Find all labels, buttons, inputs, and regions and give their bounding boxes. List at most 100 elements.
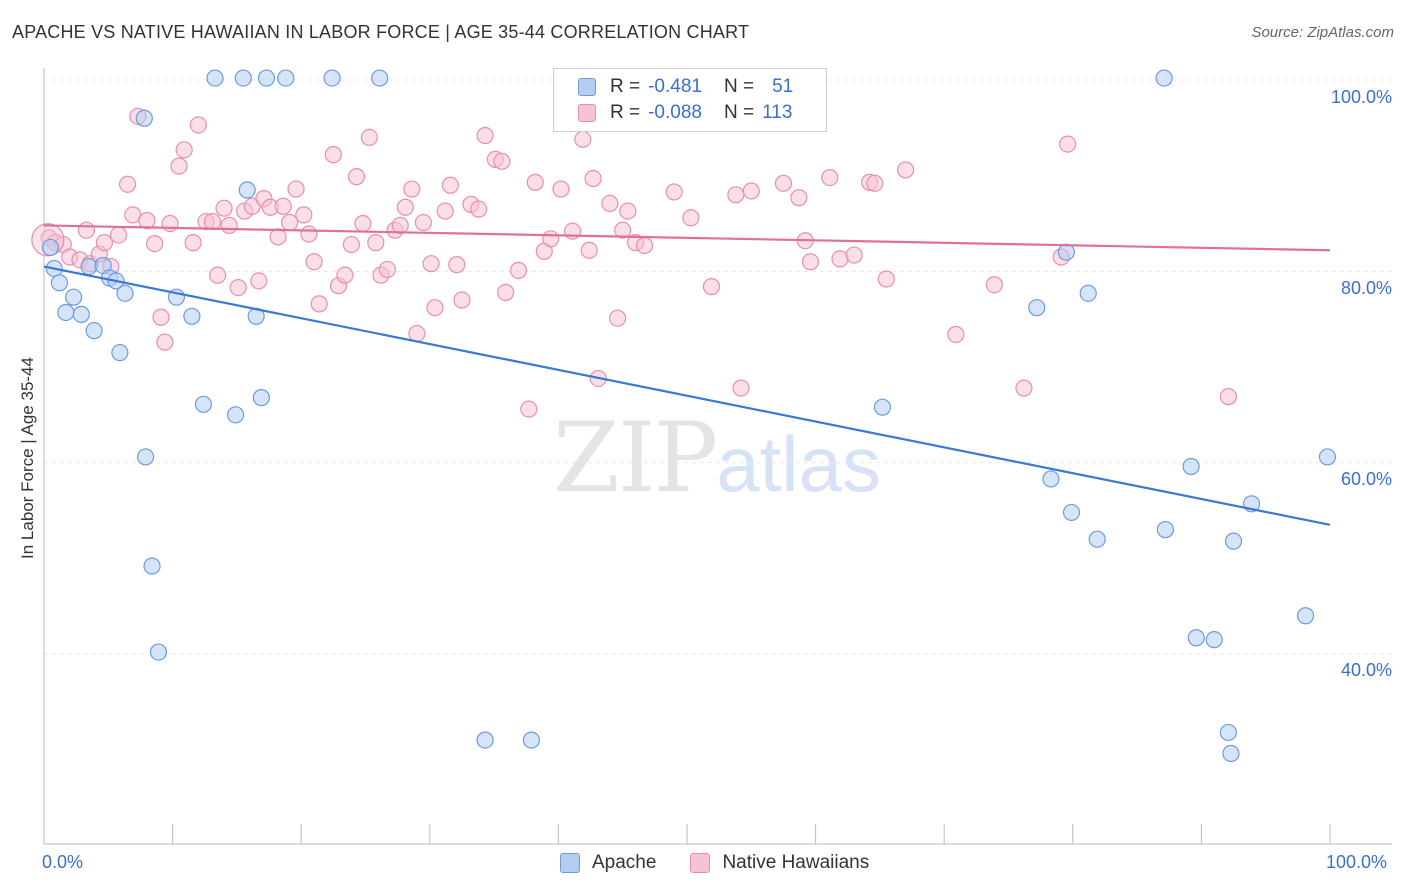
hawaiian-point-22 [189,116,207,134]
apache-point-14 [136,448,155,466]
hawaiian-point-51 [378,260,396,279]
hawaiian-point-11 [118,175,137,193]
apache-trend-line [43,265,1331,526]
apache-r-label: R = [610,76,641,97]
apache-point-13 [135,109,153,127]
series-legend: Apache Native Hawaiians [560,852,903,874]
apache-point-36 [1057,243,1075,261]
hawaiian-point-108 [1059,135,1077,153]
stats-legend: R = -0.481 N = 51 R = -0.088 N = 113 [553,68,827,132]
hawaiian-point-54 [396,198,414,216]
apache-points [41,69,1337,763]
apache-point-45 [1219,723,1238,742]
legend-row-hawaiian: R = -0.088 N = 113 [578,101,792,125]
hawaiian-point-60 [436,202,454,220]
hawaiian-point-88 [682,209,700,227]
watermark: ZIPatlas [553,402,881,514]
hawaiian-point-77 [574,130,592,148]
apache-point-39 [1088,530,1106,548]
apache-point-12 [116,284,134,302]
apache-point-3 [57,303,75,322]
apache-point-7 [85,322,103,340]
hawaiian-point-103 [897,161,915,179]
hawaiian-point-8 [95,234,114,252]
apache-n-value: 51 [772,76,794,97]
apache-point-31 [522,731,540,749]
hawaiian-point-68 [493,152,511,170]
apache-point-40 [1155,69,1173,87]
hawaiian-point-58 [422,255,440,273]
hawaiian-point-15 [145,234,164,253]
hawaiian-point-89 [702,278,721,296]
apache-point-27 [277,69,295,87]
apache-point-42 [1182,457,1200,476]
hawaiian-swatch [578,104,596,122]
apache-point-47 [1224,532,1243,550]
apache-r-value: -0.481 [648,76,702,97]
hawaiian-point-83 [614,221,632,239]
apache-point-2 [50,274,69,292]
native-hawaiians-points [31,68,1238,418]
hawaiian-point-105 [985,276,1003,294]
apache-point-5 [72,305,90,323]
hawaiian-point-94 [790,189,808,207]
hawaiian-point-62 [448,256,466,274]
hawaiian-point-24 [203,212,222,231]
hawaiian-point-56 [408,324,426,343]
apache-point-35 [1042,470,1060,488]
hawaiian-point-69 [497,283,515,301]
hawaiian-point-79 [584,169,602,188]
hawaiian-point-74 [542,230,560,248]
hawaiian-point-44 [336,266,354,284]
apache-point-22 [234,69,252,87]
hawaiian-point-14 [138,212,156,230]
hawaiian-point-99 [845,246,863,264]
apache-point-23 [238,181,256,199]
hawaiian-point-63 [453,291,471,309]
hawaiian-point-75 [552,180,570,198]
hawaiian-point-104 [947,325,965,344]
legend-hawaiian-swatch [690,853,711,873]
hawaiian-point-109 [1219,388,1238,406]
hawaiian-point-61 [441,176,459,194]
apache-point-29 [371,69,389,87]
hawaiian-point-41 [310,295,328,313]
hawaiian-point-38 [295,206,313,224]
legend-row-apache: R = -0.481 N = 51 [578,75,793,99]
hawaiian-r-value: -0.088 [648,102,702,123]
hawaiian-point-72 [526,173,544,191]
hawaiian-point-87 [665,183,683,201]
legend-apache-label: Apache [592,852,657,873]
hawaiian-point-18 [161,214,179,233]
hawaiian-point-40 [305,253,323,271]
hawaiian-point-42 [324,146,342,164]
apache-point-0 [41,238,60,257]
hawaiian-point-98 [831,250,849,268]
hawaiian-point-21 [184,234,202,252]
apache-point-16 [149,643,168,661]
hawaiian-point-20 [175,141,193,159]
hawaiian-point-47 [354,214,372,233]
apache-point-44 [1205,631,1223,649]
hawaiian-point-71 [520,400,538,418]
apache-swatch [578,78,596,96]
hawaiian-point-86 [635,236,654,255]
apache-point-28 [323,69,341,87]
hawaiian-r-label: R = [610,102,641,123]
hawaiian-point-57 [414,213,432,232]
hawaiian-point-36 [281,213,299,232]
hawaiian-point-19 [170,157,188,175]
hawaiian-point-84 [619,202,637,220]
legend-item-hawaiian: Native Hawaiians [690,852,869,874]
apache-point-25 [252,389,270,407]
apache-point-41 [1156,521,1174,539]
legend-apache-swatch [560,853,580,873]
apache-point-49 [1296,607,1315,625]
hawaiian-point-78 [580,241,598,259]
apache-point-20 [206,69,224,87]
hawaiian-point-39 [300,225,318,243]
apache-point-19 [194,395,213,413]
x-tick-label-0: 0.0% [42,852,84,872]
watermark-atlas: atlas [716,420,881,508]
apache-point-38 [1079,284,1097,302]
